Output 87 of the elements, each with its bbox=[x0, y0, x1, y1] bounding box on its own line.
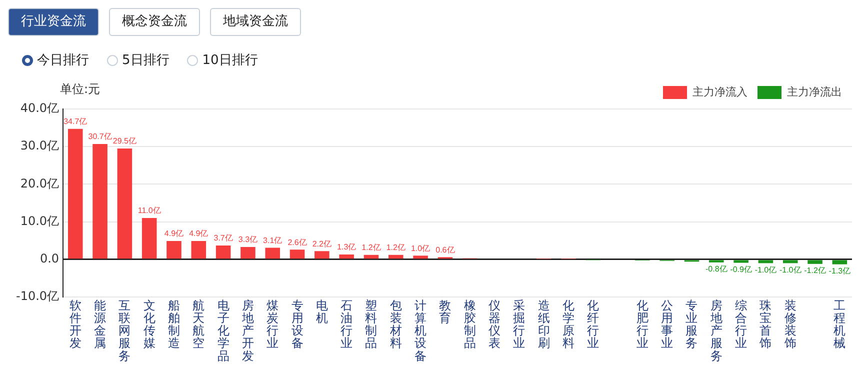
y-tick-label: 0.0 bbox=[40, 252, 60, 266]
y-tick-label: 40.0亿 bbox=[20, 101, 60, 116]
x-tick-label: 仪器仪表 bbox=[488, 298, 501, 350]
bar bbox=[216, 245, 231, 259]
bar bbox=[364, 254, 379, 259]
y-axis-title: 单位:元 bbox=[60, 82, 100, 96]
x-tick-label: 珠宝首饰 bbox=[758, 298, 772, 350]
data-label: 2.6亿 bbox=[288, 238, 307, 247]
bar bbox=[142, 218, 157, 259]
x-tick-label: 房地产开发 bbox=[240, 298, 254, 363]
x-tick-label: 文化传媒 bbox=[143, 298, 156, 350]
data-label: 1.2亿 bbox=[386, 243, 406, 252]
text: 概念资金流 bbox=[109, 8, 200, 36]
x-tick-label: 包装材料 bbox=[388, 298, 402, 350]
data-label: 3.3亿 bbox=[238, 235, 258, 244]
x-tick-label: 化纤行业 bbox=[587, 298, 600, 350]
bar bbox=[92, 144, 108, 259]
x-tick-label: 电机 bbox=[316, 298, 328, 326]
data-label: 1.2亿 bbox=[362, 243, 381, 252]
x-tick-label: 综合行业 bbox=[735, 298, 748, 350]
x-tick-label: 装修装饰 bbox=[783, 298, 796, 350]
data-label: 3.1亿 bbox=[263, 236, 282, 245]
data-label: 4.9亿 bbox=[164, 229, 184, 238]
data-label: 30.7亿 bbox=[88, 132, 112, 142]
x-tick-label: 煤炭行业 bbox=[266, 298, 279, 350]
text: 今日排行 bbox=[37, 52, 89, 69]
x-tick-label: 公用事业 bbox=[661, 298, 674, 350]
x-tick-label: 橡胶制品 bbox=[464, 298, 476, 350]
data-label: -1.0亿 bbox=[779, 265, 802, 274]
bar bbox=[191, 240, 206, 259]
data-label: 2.2亿 bbox=[312, 239, 332, 248]
bar bbox=[166, 240, 182, 259]
x-tick-label: 互联网服务 bbox=[118, 298, 131, 363]
bar bbox=[758, 260, 774, 264]
x-tick-label: 化学原料 bbox=[562, 298, 574, 350]
bar bbox=[782, 260, 798, 264]
text: 10日排行 bbox=[202, 52, 258, 69]
x-tick-label: 能源金属 bbox=[94, 298, 106, 350]
x-tick-label: 航天航空 bbox=[192, 298, 205, 350]
bar bbox=[117, 148, 132, 259]
text: 地域资金流 bbox=[210, 8, 301, 36]
bar bbox=[808, 260, 822, 264]
y-tick-label: 20.0亿 bbox=[20, 176, 60, 190]
x-tick-label: 电子化学品 bbox=[217, 298, 230, 363]
x-tick-label: 专用设备 bbox=[291, 298, 304, 350]
x-tick-label: 计算机设备 bbox=[414, 298, 427, 363]
data-label: -1.0亿 bbox=[754, 265, 777, 274]
data-label: 1.0亿 bbox=[410, 244, 430, 253]
data-label: -1.3亿 bbox=[828, 266, 851, 276]
data-label: 1.3亿 bbox=[337, 242, 356, 252]
x-tick-label: 化肥行业 bbox=[636, 298, 648, 350]
y-tick-label: -10.0亿 bbox=[16, 289, 60, 304]
x-tick-label: 石油行业 bbox=[340, 298, 353, 350]
bar bbox=[290, 250, 305, 259]
bar bbox=[339, 254, 354, 259]
bar bbox=[388, 254, 404, 259]
legend-label: 主力净流出 bbox=[787, 85, 842, 98]
x-tick-label: 房地产服务 bbox=[709, 298, 722, 363]
x-tick-label: 专业服务 bbox=[686, 298, 698, 350]
y-tick-label: 10.0亿 bbox=[20, 214, 60, 228]
data-label: -0.9亿 bbox=[730, 264, 752, 274]
x-tick-label: 船舶制造 bbox=[168, 298, 180, 350]
x-tick-label: 造纸印刷 bbox=[538, 298, 550, 350]
text: 行业资金流 bbox=[8, 8, 99, 36]
bar bbox=[832, 260, 848, 264]
data-label: -1.2亿 bbox=[804, 266, 826, 276]
data-label: -0.8亿 bbox=[706, 264, 728, 274]
text: 5日排行 bbox=[122, 52, 170, 69]
bar bbox=[734, 260, 748, 263]
y-tick-label: 30.0亿 bbox=[20, 138, 60, 153]
bar bbox=[68, 128, 83, 259]
data-label: 3.7亿 bbox=[214, 234, 233, 243]
x-tick-label: 塑料制品 bbox=[365, 298, 378, 350]
data-label: 29.5亿 bbox=[112, 136, 136, 146]
data-label: 34.7亿 bbox=[64, 117, 88, 126]
bar bbox=[240, 246, 256, 259]
x-tick-label: 教育 bbox=[439, 298, 452, 326]
data-label: 4.9亿 bbox=[189, 229, 208, 238]
bar bbox=[314, 251, 330, 259]
x-tick-label: 软件开发 bbox=[69, 298, 82, 350]
x-tick-label: 采掘行业 bbox=[513, 298, 526, 350]
legend-label: 主力净流入 bbox=[692, 85, 748, 98]
data-label: 11.0亿 bbox=[138, 206, 161, 216]
bar bbox=[265, 248, 280, 259]
data-label: 0.6亿 bbox=[436, 245, 455, 254]
x-tick-label: 工程机械 bbox=[834, 298, 846, 350]
bar bbox=[413, 256, 428, 259]
